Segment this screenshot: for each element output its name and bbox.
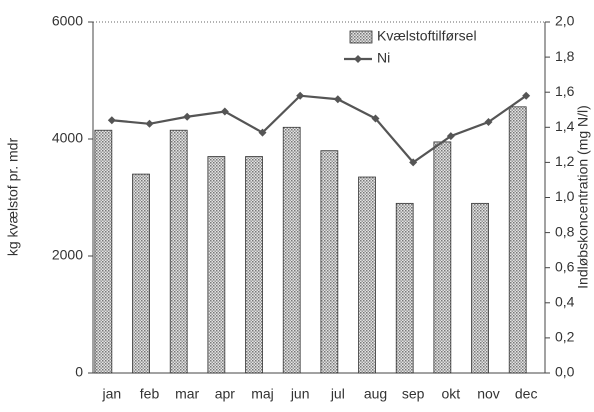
x-tick-label: nov bbox=[477, 386, 500, 402]
x-tick-label: apr bbox=[215, 386, 236, 402]
bar bbox=[433, 141, 452, 374]
marker bbox=[446, 132, 455, 141]
bar bbox=[245, 156, 263, 374]
x-tick-label: dec bbox=[515, 386, 538, 402]
bar bbox=[508, 106, 527, 374]
marker bbox=[220, 107, 229, 116]
bar bbox=[320, 150, 339, 374]
y2-tick-label: 1,8 bbox=[555, 48, 575, 64]
legend-label: Ni bbox=[377, 50, 390, 66]
marker bbox=[258, 128, 267, 137]
line bbox=[111, 94, 527, 164]
y2-tick-label: 0,4 bbox=[555, 294, 575, 310]
bar bbox=[94, 129, 113, 374]
x-tick-label: sep bbox=[402, 386, 425, 402]
legend-marker bbox=[354, 55, 362, 63]
x-tick-label: feb bbox=[140, 386, 160, 402]
x-tick-label: mar bbox=[175, 386, 199, 402]
x-tick-label: jun bbox=[290, 386, 310, 402]
y2-tick-label: 2,0 bbox=[555, 13, 575, 29]
y2-tick-label: 0,2 bbox=[555, 329, 575, 345]
y2-tick-label: 1,6 bbox=[555, 83, 575, 99]
marker bbox=[371, 114, 380, 123]
y-axis-label: kg kvælstof pr. mdr bbox=[5, 138, 21, 257]
bar bbox=[395, 202, 414, 374]
marker bbox=[333, 95, 342, 104]
y2-tick-label: 1,4 bbox=[555, 118, 575, 134]
y2-axis-label: Indløbskoncentration (mg N/l) bbox=[575, 105, 591, 289]
bar bbox=[282, 126, 301, 374]
bar bbox=[207, 156, 226, 374]
y2-tick-label: 0,8 bbox=[555, 223, 575, 239]
marker bbox=[484, 118, 493, 127]
bar bbox=[169, 129, 188, 374]
x-tick-label: jan bbox=[101, 386, 121, 402]
marker bbox=[107, 116, 116, 125]
y2-tick-label: 1,2 bbox=[555, 153, 575, 169]
x-tick-label: maj bbox=[251, 386, 274, 402]
bar bbox=[132, 173, 150, 374]
y-tick-label: 6000 bbox=[52, 13, 83, 29]
y-tick-label: 0 bbox=[75, 364, 83, 380]
y2-tick-label: 0,6 bbox=[555, 258, 575, 274]
marker bbox=[409, 158, 418, 167]
marker bbox=[522, 91, 531, 100]
x-tick-label: jul bbox=[330, 386, 345, 402]
x-tick-label: aug bbox=[364, 386, 387, 402]
marker bbox=[296, 91, 305, 100]
y2-tick-label: 0,0 bbox=[555, 364, 575, 380]
bar bbox=[471, 202, 489, 374]
x-tick-label: okt bbox=[441, 386, 460, 402]
y2-tick-label: 1,0 bbox=[555, 188, 575, 204]
bar bbox=[358, 176, 376, 374]
legend-swatch bbox=[349, 30, 373, 44]
marker bbox=[145, 119, 154, 128]
y-tick-label: 2000 bbox=[52, 247, 83, 263]
marker bbox=[183, 112, 192, 121]
legend-label: Kvælstoftilførsel bbox=[377, 28, 477, 44]
y-tick-label: 4000 bbox=[52, 130, 83, 146]
